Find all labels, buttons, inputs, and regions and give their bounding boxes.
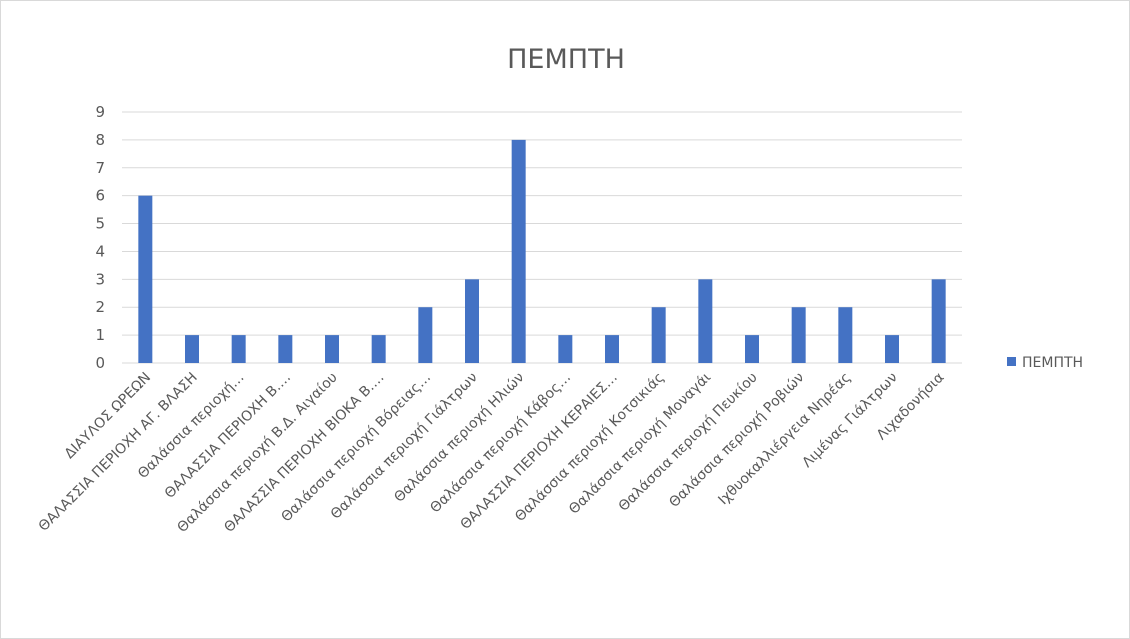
x-tick-label: ΔΙΑΥΛΟΣ ΩΡΕΩΝ: [62, 370, 155, 463]
y-tick-label: 0: [95, 354, 105, 372]
y-tick-label: 2: [95, 298, 105, 316]
y-tick-label: 5: [95, 215, 105, 233]
y-tick-label: 7: [95, 159, 105, 177]
bar: [138, 195, 153, 363]
bar: [651, 307, 666, 363]
bar: [278, 335, 293, 363]
bar: [931, 279, 946, 363]
bar: [511, 139, 526, 363]
y-tick-label: 6: [95, 187, 105, 205]
bar: [605, 335, 619, 363]
legend-swatch: [1007, 357, 1016, 366]
bar: [418, 307, 433, 363]
bar: [698, 279, 713, 363]
bar: [231, 335, 246, 363]
bar: [558, 335, 573, 363]
y-tick-label: 4: [95, 242, 105, 260]
bar: [325, 335, 339, 363]
legend-label: ΠΕΜΠΤΗ: [1022, 355, 1083, 371]
y-tick-label: 1: [95, 326, 105, 344]
chart-title: ΠΕΜΠΤΗ: [507, 44, 625, 75]
bar: [465, 279, 479, 363]
bar: [371, 335, 386, 363]
bar: [791, 307, 806, 363]
y-tick-label: 9: [95, 103, 105, 121]
legend: ΠΕΜΠΤΗ: [1007, 355, 1083, 371]
bar: [838, 307, 853, 363]
y-tick-label: 3: [95, 270, 105, 288]
y-tick-label: 8: [95, 131, 105, 149]
bar: [185, 335, 199, 363]
bar: [745, 335, 759, 363]
bar: [885, 335, 899, 363]
